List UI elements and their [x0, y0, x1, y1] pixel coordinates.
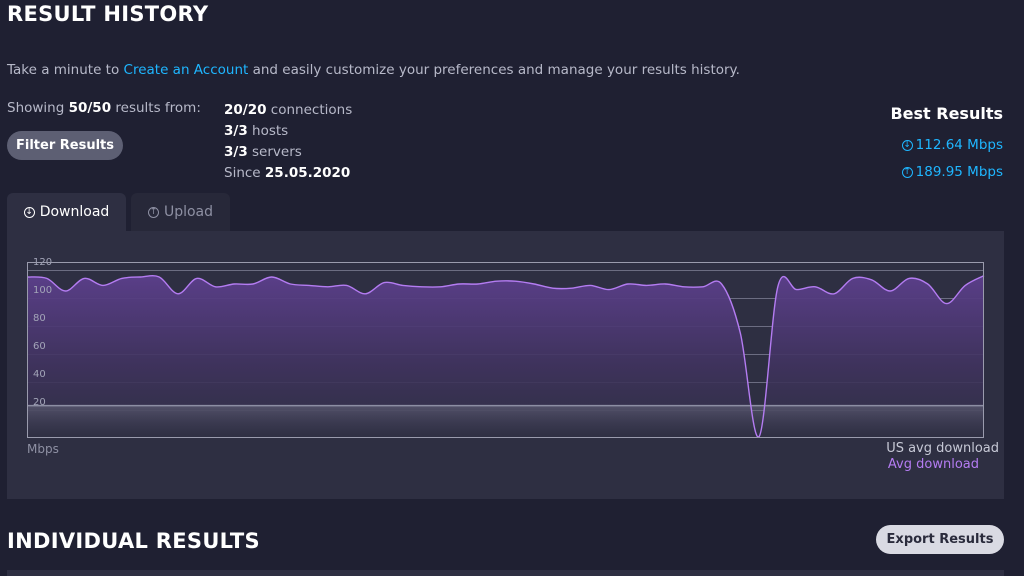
page-title: RESULT HISTORY: [7, 2, 209, 26]
best-results-title: Best Results: [890, 104, 1003, 123]
hosts-label: hosts: [247, 123, 289, 139]
individual-results-title: INDIVIDUAL RESULTS: [7, 529, 260, 553]
y-tick-label: 100: [33, 285, 52, 296]
download-series-line: [27, 274, 985, 438]
hosts-stat: 3/3 hosts: [224, 121, 352, 142]
y-tick-label: 60: [33, 341, 46, 352]
intro-text-after: and easily customize your preferences an…: [248, 62, 740, 78]
y-axis-unit-label: Mbps: [27, 442, 59, 456]
results-table-top: [7, 570, 1004, 576]
arrow-up-circle-icon: ↑: [901, 166, 913, 178]
best-download: ↓ 112.64 Mbps: [901, 137, 1003, 153]
best-upload: ↑ 189.95 Mbps: [901, 164, 1003, 180]
tab-upload[interactable]: ↑ Upload: [131, 193, 230, 231]
best-download-value: 112.64 Mbps: [915, 137, 1003, 153]
result-stats: 20/20 connections 3/3 hosts 3/3 servers …: [224, 100, 352, 184]
tab-download-label: Download: [39, 204, 110, 220]
showing-prefix: Showing: [7, 100, 69, 116]
legend-us-avg: US avg download: [886, 441, 999, 456]
best-upload-value: 189.95 Mbps: [915, 164, 1003, 180]
legend-avg-download: Avg download: [887, 457, 979, 472]
export-results-button[interactable]: Export Results: [876, 525, 1004, 554]
intro-text: Take a minute to Create an Account and e…: [7, 62, 740, 78]
download-area-fill: [28, 275, 984, 438]
servers-value: 3/3: [224, 144, 248, 160]
servers-stat: 3/3 servers: [224, 142, 352, 163]
arrow-down-circle-icon: ↓: [901, 139, 913, 151]
y-tick-label: 20: [33, 397, 46, 408]
create-account-link[interactable]: Create an Account: [123, 62, 249, 78]
connections-value: 20/20: [224, 102, 267, 118]
servers-label: servers: [247, 144, 302, 160]
plot-frame: [27, 262, 984, 438]
showing-count: 50/50: [68, 100, 112, 116]
y-tick-label: 80: [33, 313, 46, 324]
hosts-value: 3/3: [224, 123, 248, 139]
y-tick-label: 40: [33, 369, 46, 380]
arrow-down-circle-icon: ↓: [23, 206, 35, 218]
us-avg-reference-band: [28, 405, 984, 438]
since-value: 25.05.2020: [264, 165, 351, 181]
intro-text-before: Take a minute to: [7, 62, 124, 78]
arrow-up-circle-icon: ↑: [147, 206, 159, 218]
tab-download[interactable]: ↓ Download: [7, 193, 126, 231]
chart-panel: 20 40 60 80 100 120 Mbps: [7, 231, 1004, 499]
filter-results-button[interactable]: Filter Results: [7, 131, 123, 160]
since-stat: Since 25.05.2020: [224, 163, 352, 184]
since-label: Since: [224, 165, 265, 181]
connections-label: connections: [266, 102, 353, 118]
showing-suffix: results from:: [111, 100, 201, 116]
showing-summary: Showing 50/50 results from:: [7, 100, 201, 116]
tab-upload-label: Upload: [163, 204, 214, 220]
connections-stat: 20/20 connections: [224, 100, 352, 121]
